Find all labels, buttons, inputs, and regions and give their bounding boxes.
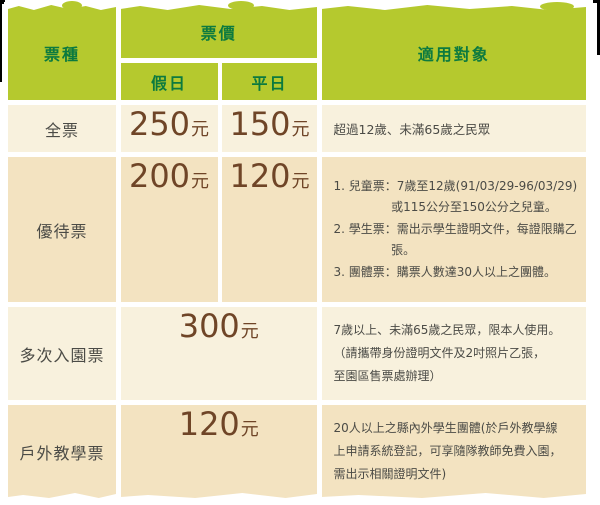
torn-edge-bump (62, 1, 82, 10)
outdoor-education-audience: 20人以上之縣內外學生團體(於戶外教學線 上申請系統登記，可享隨隊教師免費入園，… (322, 405, 587, 498)
header-holiday-label: 假日 (150, 73, 187, 93)
ticket-type-label: 全票 (44, 120, 79, 140)
full-ticket-weekday-price: 150 元 (222, 105, 317, 152)
discount-ticket-audience: 1. 兒童票：7歲至12歲(91/03/29-96/03/29)或115公分至1… (321, 157, 586, 302)
price-unit: 元 (191, 171, 210, 192)
table-row-multi-entry-type: 多次入園票 (8, 307, 116, 400)
discount-ticket-weekday-price: 120 元 (222, 157, 317, 302)
ticket-type-label: 優待票 (36, 221, 88, 241)
full-ticket-holiday-price: 250 元 (120, 105, 218, 152)
price-value: 300 (178, 307, 240, 345)
header-ticket-type: 票種 (8, 5, 116, 100)
header-price-label: 票價 (200, 23, 237, 43)
header-holiday: 假日 (120, 63, 218, 100)
price-unit: 元 (191, 119, 210, 140)
ticket-type-label: 戶外教學票 (19, 443, 105, 463)
multi-entry-audience: 7歲以上、未滿65歲之民眾，限本人使用。 （請攜帶身份證明文件及2吋照片乙張， … (321, 307, 586, 400)
price-unit: 元 (240, 419, 259, 440)
audience-text: 超過12歲、未滿65歲之民眾 (333, 122, 491, 137)
discount-ticket-holiday-price: 200 元 (120, 157, 218, 302)
price-value: 120 (178, 405, 240, 443)
price-value: 120 (229, 157, 291, 195)
ticket-type-label: 多次入園票 (19, 345, 105, 365)
torn-edge-bump (228, 1, 254, 10)
outdoor-education-price: 120 元 (121, 405, 318, 498)
screenshot-artifact (0, 0, 2, 82)
price-value: 200 (128, 157, 191, 195)
audience-text: 20人以上之縣內外學生團體(於戶外教學線 上申請系統登記，可享隨隊教師免費入園，… (333, 421, 562, 481)
header-weekday-label: 平日 (251, 73, 288, 93)
screenshot-artifact (593, 0, 600, 3)
header-audience: 適用對象 (321, 5, 586, 100)
price-unit: 元 (240, 321, 259, 342)
multi-entry-price: 300 元 (120, 307, 317, 400)
price-value: 250 (128, 105, 191, 143)
price-value: 150 (229, 105, 291, 143)
audience-item-group: 3. 團體票：購票人數達30人以上之團體。 (333, 264, 557, 279)
table-row-full-ticket-type: 全票 (8, 105, 116, 152)
screenshot-artifact (0, 0, 4, 4)
audience-item-list: 1. 兒童票：7歲至12歲(91/03/29-96/03/29)或115公分至1… (334, 176, 579, 283)
torn-edge-bump (540, 2, 574, 11)
table-row-discount-ticket-type: 優待票 (8, 157, 116, 302)
audience-text: 7歲以上、未滿65歲之民眾，限本人使用。 （請攜帶身份證明文件及2吋照片乙張， … (333, 323, 561, 383)
header-weekday: 平日 (222, 63, 317, 100)
full-ticket-audience: 超過12歲、未滿65歲之民眾 (321, 105, 586, 152)
table-row-outdoor-education-type: 戶外教學票 (8, 405, 116, 498)
header-audience-label: 適用對象 (417, 44, 490, 64)
header-price: 票價 (120, 5, 317, 58)
screenshot-artifact (597, 0, 600, 55)
audience-item-child: 1. 兒童票：7歲至12歲(91/03/29-96/03/29)或115公分至1… (333, 179, 578, 215)
price-unit: 元 (291, 171, 310, 192)
ticket-price-table: 票種 票價 假日 平日 適用對象 全票 250 元 150 元 超過12歲、未滿65… (8, 5, 586, 498)
audience-item-student: 2. 學生票：需出示學生證明文件，每證限購乙張。 (333, 221, 577, 258)
price-unit: 元 (291, 119, 310, 140)
header-ticket-type-label: 票種 (43, 44, 80, 64)
